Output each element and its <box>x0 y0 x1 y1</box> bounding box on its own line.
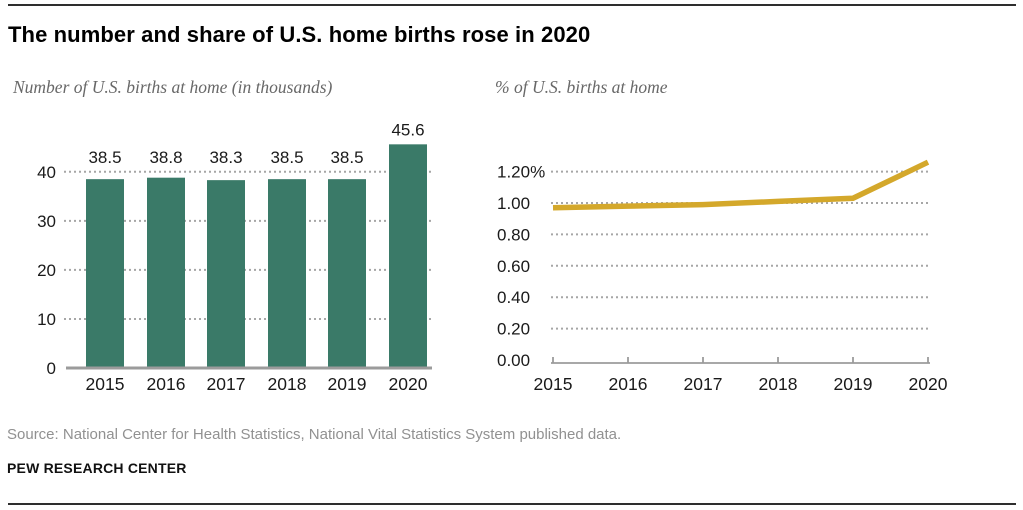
bar-value-label: 38.5 <box>88 148 121 167</box>
line-xtick-label: 2020 <box>909 374 948 394</box>
line-xtick-label: 2016 <box>609 374 648 394</box>
line-ytick-label: 0.80 <box>497 225 530 244</box>
bar-2018 <box>268 179 306 368</box>
line-ytick-label: 0.60 <box>497 257 530 276</box>
line-xtick-label: 2017 <box>684 374 723 394</box>
bar-value-label: 38.5 <box>270 148 303 167</box>
top-border <box>8 4 1016 6</box>
bar-ytick-label: 40 <box>37 163 56 182</box>
bar-ytick-label: 0 <box>47 359 56 378</box>
trend-line <box>552 159 930 211</box>
bar-chart-title: Number of U.S. births at home (in thousa… <box>13 77 333 97</box>
line-xtick-label: 2019 <box>834 374 873 394</box>
bar-2017 <box>207 180 245 368</box>
line-ytick-label: 0.40 <box>497 288 530 307</box>
line-chart-title: % of U.S. births at home <box>495 77 668 97</box>
bar-xtick-label: 2015 <box>86 374 125 394</box>
source-note: Source: National Center for Health Stati… <box>7 426 622 443</box>
bar-xtick-label: 2016 <box>147 374 186 394</box>
bar-value-label: 45.6 <box>391 120 424 139</box>
bar-value-label: 38.5 <box>330 148 363 167</box>
bar-2016 <box>147 177 185 368</box>
bar-xtick-label: 2019 <box>328 374 367 394</box>
line-xtick-label: 2018 <box>759 374 798 394</box>
bar-value-label: 38.3 <box>209 148 242 167</box>
bar-ytick-label: 20 <box>37 261 56 280</box>
page-title: The number and share of U.S. home births… <box>8 22 591 47</box>
bar-xtick-label: 2020 <box>389 374 428 394</box>
line-ytick-label: 1.20% <box>497 163 545 182</box>
bar-2019 <box>328 179 366 368</box>
line-ytick-label: 0.00 <box>497 351 530 370</box>
brand-label: PEW RESEARCH CENTER <box>7 460 187 476</box>
line-xtick-label: 2015 <box>534 374 573 394</box>
bar-xtick-label: 2018 <box>268 374 307 394</box>
bar-ytick-label: 30 <box>37 212 56 231</box>
bar-ytick-label: 10 <box>37 310 56 329</box>
line-ytick-label: 1.00 <box>497 194 530 213</box>
bar-value-label: 38.8 <box>149 148 182 167</box>
line-ytick-label: 0.20 <box>497 320 530 339</box>
bottom-border <box>8 503 1016 505</box>
bar-2020 <box>389 144 427 368</box>
bar-xtick-label: 2017 <box>207 374 246 394</box>
bar-2015 <box>86 179 124 368</box>
